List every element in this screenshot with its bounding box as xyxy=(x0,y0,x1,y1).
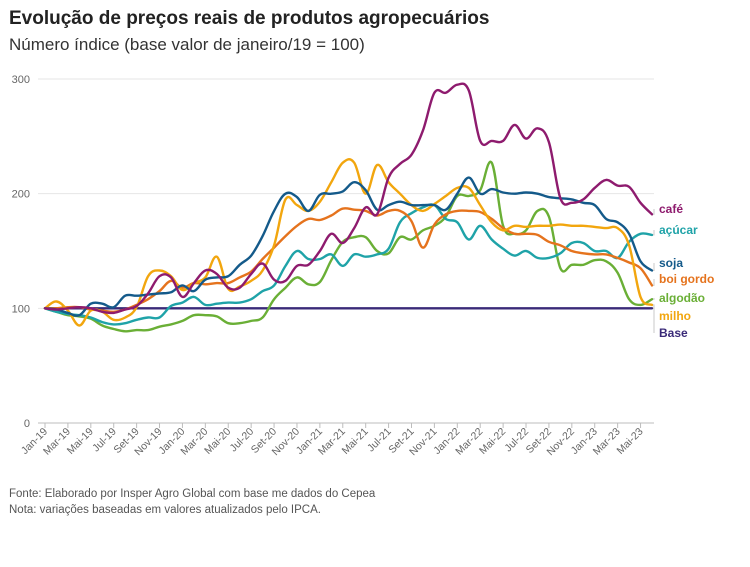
x-tick-label: Mai-22 xyxy=(477,426,508,457)
y-tick-label: 100 xyxy=(12,303,30,315)
x-tick-label: Mai-20 xyxy=(202,426,233,457)
series-line-boi-gordo xyxy=(43,207,654,314)
y-tick-label: 0 xyxy=(24,418,30,430)
series-label-soja: soja xyxy=(659,256,683,270)
series-label-algodão: algodão xyxy=(659,291,705,305)
y-tick-label: 200 xyxy=(12,189,30,201)
series-label-base: Base xyxy=(659,326,688,340)
label-leader-line xyxy=(653,307,655,333)
series-label-açúcar: açúcar xyxy=(659,223,698,237)
series-labels: café açúcar soja boi gordo algodão milho Base xyxy=(653,202,714,340)
label-leader-line xyxy=(653,209,655,215)
footnotes: Fonte: Elaborado por Insper Agro Global … xyxy=(9,486,375,518)
series-line-açúcar xyxy=(43,203,654,326)
label-leader-line xyxy=(653,298,655,300)
series-label-café: café xyxy=(659,202,683,216)
chart-subtitle: Número índice (base valor de janeiro/19 … xyxy=(9,35,365,54)
y-tick-label: 300 xyxy=(12,74,30,86)
chart-title: Evolução de preços reais de produtos agr… xyxy=(9,8,490,29)
label-leader-line xyxy=(653,279,655,286)
series-label-milho: milho xyxy=(659,309,691,323)
x-tick-label: Mai-23 xyxy=(614,426,645,457)
line-chart: 0100200300Jan-19Mar-19Mai-19Jul-19Set-19… xyxy=(12,74,715,458)
x-tick-label: Mai-21 xyxy=(340,426,371,457)
series-lines xyxy=(43,82,654,333)
ipca-note: Nota: variações baseadas em valores atua… xyxy=(9,504,321,516)
series-label-boi-gordo: boi gordo xyxy=(659,272,714,286)
series-line-café xyxy=(43,82,654,315)
x-tick-label: Mai-19 xyxy=(65,426,96,457)
label-leader-line xyxy=(653,263,655,271)
source-note: Fonte: Elaborado por Insper Agro Global … xyxy=(9,488,376,500)
label-leader-line xyxy=(653,230,655,236)
series-line-milho xyxy=(43,158,654,327)
